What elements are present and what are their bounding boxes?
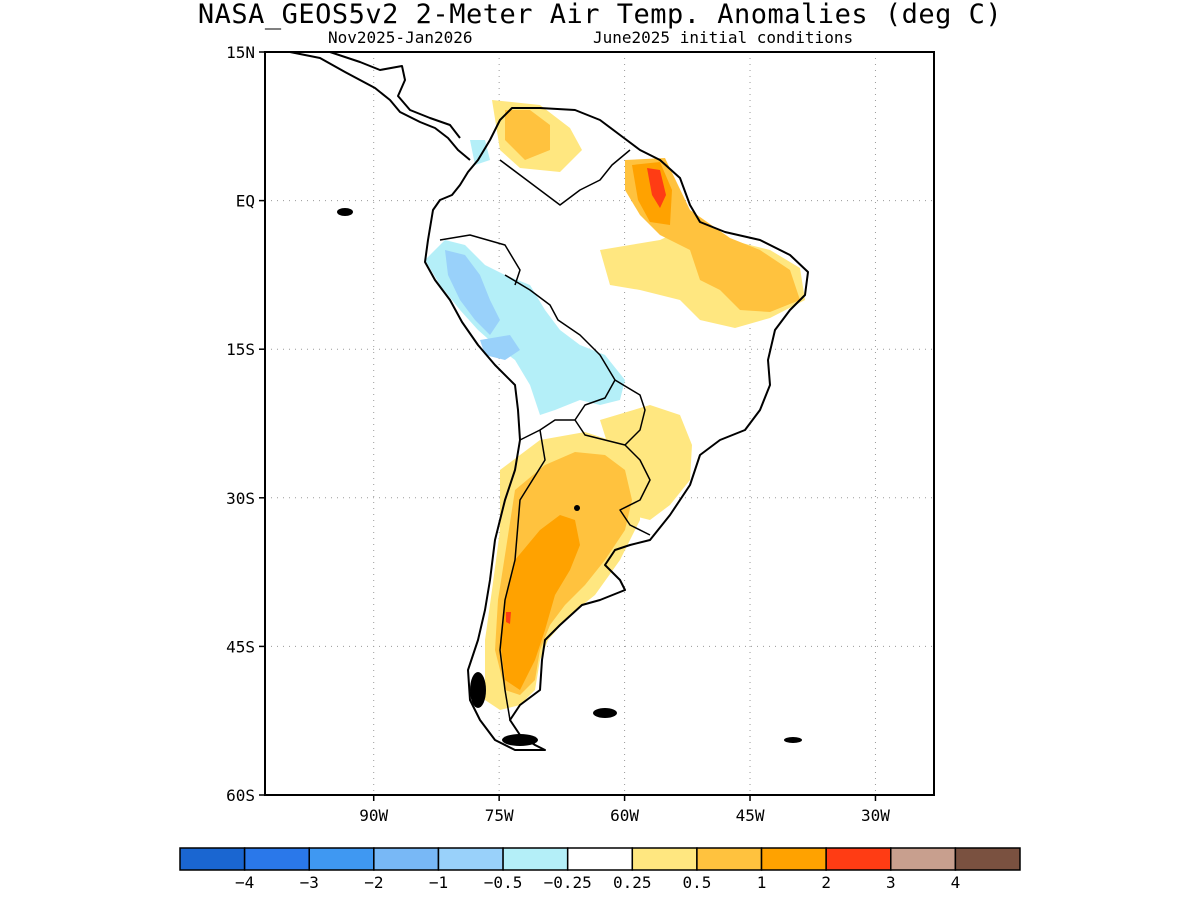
lon-tick-label: 75W: [485, 806, 514, 825]
colorbar-swatch: [631, 847, 698, 871]
colorbar-label: 3: [886, 873, 896, 892]
colorbar-label: 1: [757, 873, 767, 892]
lon-tick-label: 45W: [736, 806, 765, 825]
anomaly-shading: [425, 100, 805, 710]
lat-tick-label: EQ: [236, 192, 255, 211]
colorbar-swatch: [308, 847, 375, 871]
valid-period-label: Nov2025-Jan2026: [328, 28, 473, 47]
lon-tick-label: 90W: [359, 806, 388, 825]
colorbar: −4 −3 −2 −1 −0.5 −0.25 0.25 0.5 1 2 3 4: [179, 847, 1021, 892]
colorbar-swatch: [566, 847, 634, 871]
colorbar-swatch: [437, 847, 504, 871]
map-title: NASA_GEOS5v2 2-Meter Air Temp. Anomalies…: [197, 0, 1003, 30]
colorbar-swatch: [502, 847, 569, 871]
colorbar-label: −3: [300, 873, 319, 892]
anomaly-region-3-northeast: [647, 168, 666, 208]
lat-tick-label: 45S: [226, 637, 255, 656]
anomaly-region-2-south: [500, 515, 580, 690]
south-america-coastline: [424, 107, 809, 751]
falkland-islands: [593, 708, 617, 718]
map-frame: [264, 51, 935, 796]
central-america-north-coast: [329, 52, 461, 139]
colorbar-swatch: [760, 847, 827, 871]
lat-tick-label: 30S: [226, 489, 255, 508]
chile-fjords: [470, 672, 486, 708]
colorbar-swatch: [243, 847, 310, 871]
central-america-coastline: [289, 52, 471, 161]
colorbar-swatch: [179, 847, 246, 871]
colorbar-swatch: [890, 847, 957, 871]
latitude-axis: 15N EQ 15S 30S 45S 60S: [226, 43, 265, 805]
anomaly-region-cool-0.5-bolivia: [480, 335, 520, 360]
lon-tick-label: 30W: [861, 806, 890, 825]
tierra-del-fuego: [502, 734, 538, 746]
colorbar-label: 0.25: [613, 873, 652, 892]
colorbar-label: −0.5: [484, 873, 523, 892]
colorbar-label: 2: [821, 873, 831, 892]
colorbar-label: 0.5: [682, 873, 711, 892]
initial-conditions-label: June2025 initial conditions: [593, 28, 854, 47]
lon-tick-label: 60W: [610, 806, 639, 825]
anomaly-region-3-andes: [506, 612, 511, 624]
colorbar-swatch: [825, 847, 892, 871]
anomaly-region-cool-0.25-north: [470, 140, 490, 165]
colorbar-label: −4: [235, 873, 254, 892]
anomaly-region-1-north: [505, 110, 550, 160]
islands: [337, 208, 802, 746]
galapagos-islands: [337, 208, 353, 216]
colorbar-label: −0.25: [544, 873, 592, 892]
south-georgia-island: [784, 737, 802, 743]
colorbar-label: 4: [951, 873, 961, 892]
colorbar-label: −1: [429, 873, 448, 892]
lat-tick-label: 15N: [226, 43, 255, 62]
country-borders: [439, 149, 651, 721]
map-plot-area: [265, 52, 934, 795]
coastlines: [289, 52, 809, 751]
colorbar-swatch: [954, 847, 1021, 871]
lat-tick-label: 60S: [226, 786, 255, 805]
colorbar-label: −2: [364, 873, 383, 892]
longitude-axis: 90W 75W 60W 45W 30W: [359, 795, 890, 825]
colorbar-swatch: [373, 847, 440, 871]
gridlines: [265, 52, 934, 795]
colorbar-swatch: [696, 847, 763, 871]
lake-marker: [574, 505, 580, 511]
lat-tick-label: 15S: [226, 340, 255, 359]
anomaly-region-cool-0.5-andes: [445, 250, 500, 335]
